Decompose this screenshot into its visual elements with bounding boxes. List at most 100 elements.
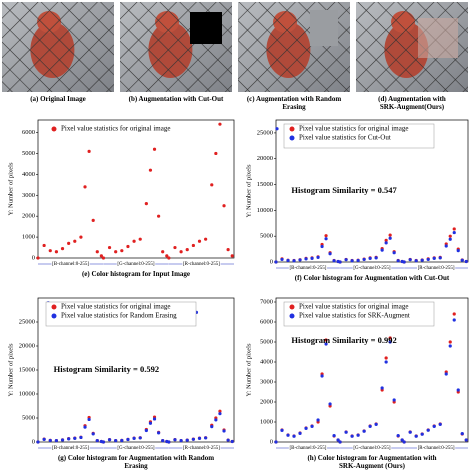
point xyxy=(438,422,442,426)
point xyxy=(218,412,222,416)
point xyxy=(316,418,320,422)
y-tick-label: 5000 xyxy=(22,414,35,421)
point xyxy=(328,402,332,406)
channel-label: [G-channel:0-255] xyxy=(117,262,155,267)
point xyxy=(452,312,456,316)
y-tick-label: 6000 xyxy=(260,318,273,325)
caption: (b) Augmentation with Cut-Out xyxy=(129,95,224,103)
legend-box xyxy=(45,301,197,327)
point xyxy=(152,147,157,151)
point xyxy=(374,422,378,426)
point xyxy=(384,360,388,364)
y-axis-label: Y: Number of pixels xyxy=(245,343,252,396)
y-tick-label: 0 xyxy=(270,438,273,445)
point xyxy=(362,429,366,433)
legend-label: Pixel value statistics for original imag… xyxy=(299,125,408,133)
point xyxy=(402,440,406,444)
point xyxy=(356,258,360,263)
point xyxy=(95,439,99,443)
point xyxy=(67,241,71,245)
point xyxy=(432,256,436,260)
point xyxy=(408,430,412,434)
y-tick-label: 2000 xyxy=(22,213,35,220)
caption-line: (g) Color histogram for Augmentation wit… xyxy=(58,454,214,462)
y-tick-label: 3000 xyxy=(22,192,35,199)
point xyxy=(292,434,296,438)
point xyxy=(356,433,360,437)
caption-line: SRK-Augment(Ours) xyxy=(380,103,445,111)
y-tick-label: 7000 xyxy=(260,298,273,305)
point xyxy=(60,438,65,442)
point xyxy=(120,438,124,443)
point xyxy=(332,434,336,438)
point xyxy=(396,434,400,438)
point xyxy=(167,256,171,260)
point xyxy=(310,256,314,260)
point xyxy=(173,438,177,442)
point xyxy=(400,438,404,442)
caption: (d) Augmentation with SRK-Augment(Ours) xyxy=(378,95,446,111)
point xyxy=(157,214,161,218)
point xyxy=(210,425,214,429)
point xyxy=(157,431,161,435)
point xyxy=(91,432,95,436)
legend-marker xyxy=(289,313,295,319)
point xyxy=(95,250,99,254)
point xyxy=(420,258,424,262)
point xyxy=(388,340,392,344)
y-tick-label: 25000 xyxy=(257,129,273,136)
point xyxy=(73,239,77,243)
legend-marker xyxy=(51,304,57,310)
cutout xyxy=(190,12,222,44)
point xyxy=(73,436,77,440)
point xyxy=(99,254,103,258)
caption-line: (e) Color histogram for Input Image xyxy=(82,270,190,278)
point xyxy=(448,340,452,344)
y-tick-label: 10000 xyxy=(257,207,273,214)
point xyxy=(54,250,58,254)
point xyxy=(338,440,342,444)
annotation: Histogram Similarity = 0.592 xyxy=(54,364,159,374)
point xyxy=(452,318,456,322)
point xyxy=(165,254,169,258)
y-tick-label: 0 xyxy=(32,438,35,445)
channel-label: [B-channel:0-255] xyxy=(289,266,326,271)
point xyxy=(380,386,384,390)
point xyxy=(274,260,278,264)
point xyxy=(148,421,153,425)
point xyxy=(388,233,392,237)
annotation: Histogram Similarity = 0.547 xyxy=(291,185,397,195)
point xyxy=(344,430,348,434)
point xyxy=(126,437,130,442)
point xyxy=(344,258,348,262)
point xyxy=(384,241,388,245)
y-tick-label: 0 xyxy=(270,258,273,265)
point xyxy=(48,249,52,253)
point xyxy=(101,256,106,260)
point xyxy=(138,237,142,241)
caption: (a) Original Image xyxy=(30,95,86,103)
point xyxy=(79,235,83,239)
srk xyxy=(418,18,458,58)
point xyxy=(320,244,324,249)
point xyxy=(144,202,148,206)
point xyxy=(79,435,83,440)
channel-label: [R-channel:0-255] xyxy=(418,266,455,271)
y-tick-label: 4000 xyxy=(260,358,273,365)
legend-label: Pixel value statistics for Cut-Out xyxy=(299,134,391,142)
point xyxy=(120,249,124,253)
point xyxy=(444,372,448,376)
channel-label: [B-channel:0-255] xyxy=(52,262,89,267)
y-tick-label: 5000 xyxy=(260,233,273,240)
point xyxy=(132,436,136,440)
legend-marker xyxy=(289,126,295,132)
caption: (g) Color histogram for Augmentation wit… xyxy=(58,454,214,470)
legend-label: Pixel value statistics for Random Erasin… xyxy=(61,312,177,320)
point xyxy=(148,168,153,172)
point xyxy=(114,439,118,443)
caption: (f) Color histogram for Augmentation wit… xyxy=(295,274,450,282)
point xyxy=(144,428,148,433)
point xyxy=(107,438,112,442)
point xyxy=(36,256,40,260)
